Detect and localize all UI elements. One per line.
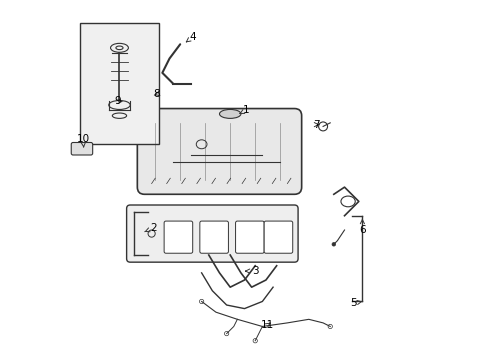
FancyBboxPatch shape [126, 205, 298, 262]
Text: 5: 5 [349, 298, 362, 308]
Bar [80, 23, 159, 144]
Text: 11: 11 [261, 320, 274, 330]
Text: 8: 8 [153, 89, 160, 99]
FancyBboxPatch shape [264, 221, 292, 253]
Text: 1: 1 [240, 105, 249, 115]
Text: 4: 4 [186, 32, 196, 42]
Text: 10: 10 [76, 134, 89, 147]
Text: 3: 3 [245, 266, 258, 276]
FancyBboxPatch shape [137, 109, 301, 194]
FancyBboxPatch shape [200, 221, 228, 253]
Ellipse shape [331, 243, 335, 246]
FancyBboxPatch shape [235, 221, 264, 253]
Text: 2: 2 [144, 223, 156, 233]
FancyBboxPatch shape [164, 221, 192, 253]
Ellipse shape [219, 109, 241, 118]
Text: 9: 9 [114, 96, 122, 107]
Text: 7: 7 [312, 120, 319, 130]
Text: 6: 6 [358, 219, 365, 235]
FancyBboxPatch shape [71, 143, 93, 155]
